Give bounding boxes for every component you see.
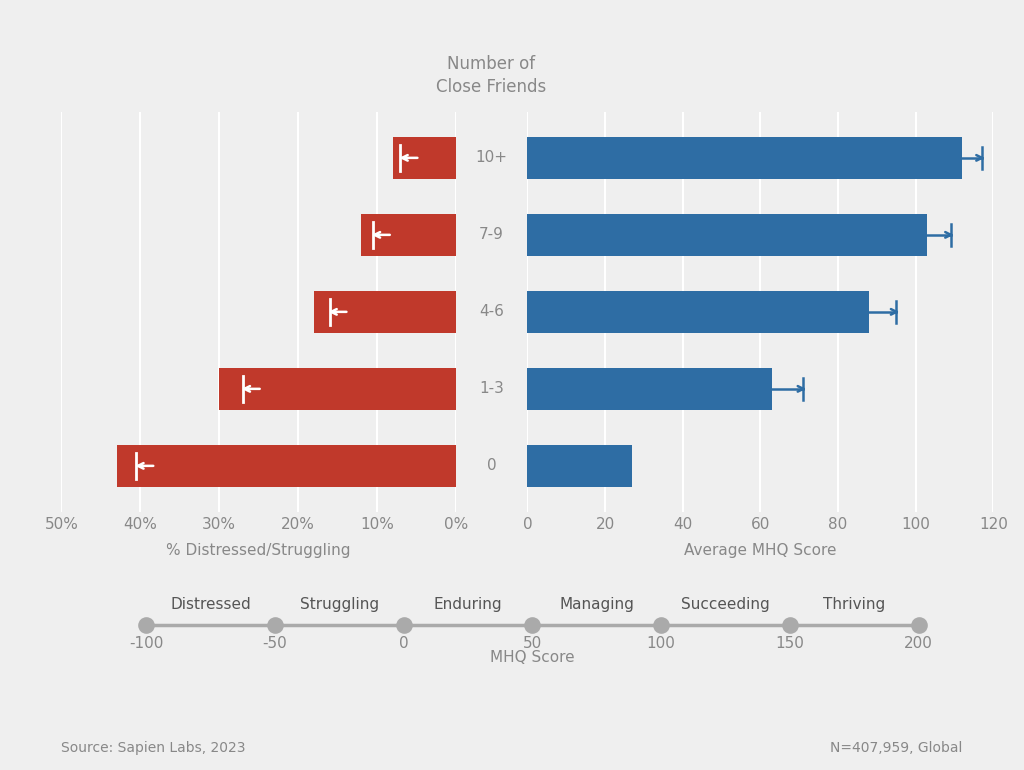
Text: 200: 200 — [904, 636, 933, 651]
Text: Enduring: Enduring — [434, 598, 503, 612]
Text: 7-9: 7-9 — [479, 227, 504, 243]
Bar — [527, 367, 772, 410]
Bar — [117, 445, 456, 487]
Text: 0: 0 — [399, 636, 409, 651]
Bar — [527, 136, 963, 179]
Text: MHQ Score: MHQ Score — [490, 651, 574, 665]
Text: 100: 100 — [647, 636, 676, 651]
Text: 50: 50 — [523, 636, 542, 651]
Bar — [392, 136, 456, 179]
Text: N=407,959, Global: N=407,959, Global — [830, 741, 963, 755]
Text: 150: 150 — [775, 636, 805, 651]
Text: 0: 0 — [486, 458, 497, 474]
Text: Struggling: Struggling — [300, 598, 379, 612]
Bar — [219, 367, 456, 410]
Text: Number of
Close Friends: Number of Close Friends — [436, 55, 547, 96]
Text: Thriving: Thriving — [823, 598, 886, 612]
Text: 10+: 10+ — [475, 150, 508, 166]
Text: Distressed: Distressed — [170, 598, 251, 612]
Bar — [313, 290, 456, 333]
Text: Source: Sapien Labs, 2023: Source: Sapien Labs, 2023 — [61, 741, 246, 755]
Text: 1-3: 1-3 — [479, 381, 504, 397]
Bar — [527, 213, 928, 256]
X-axis label: % Distressed/Struggling: % Distressed/Struggling — [166, 543, 351, 558]
Bar — [527, 290, 869, 333]
Bar — [527, 445, 632, 487]
X-axis label: Average MHQ Score: Average MHQ Score — [684, 543, 837, 558]
Text: Succeeding: Succeeding — [681, 598, 770, 612]
Text: Managing: Managing — [559, 598, 634, 612]
Bar — [361, 213, 456, 256]
Text: -100: -100 — [129, 636, 164, 651]
Text: -50: -50 — [262, 636, 288, 651]
Text: 4-6: 4-6 — [479, 304, 504, 320]
